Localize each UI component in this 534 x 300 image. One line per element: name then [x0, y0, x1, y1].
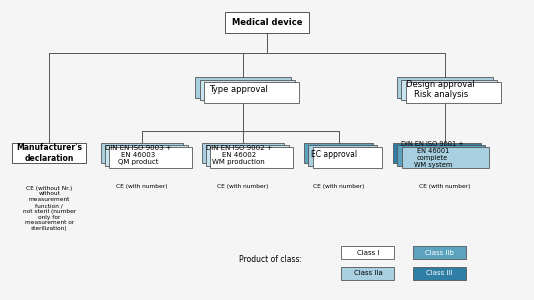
Text: Manufacturer's
declaration: Manufacturer's declaration [16, 143, 82, 163]
FancyBboxPatch shape [309, 145, 378, 166]
FancyBboxPatch shape [101, 142, 183, 164]
Text: Design approval
Risk analysis: Design approval Risk analysis [406, 80, 475, 99]
Text: CE (with number): CE (with number) [419, 184, 470, 189]
FancyBboxPatch shape [341, 246, 395, 259]
FancyBboxPatch shape [195, 77, 291, 98]
Text: CE (with number): CE (with number) [116, 184, 168, 189]
Text: EC approval: EC approval [311, 150, 358, 159]
Text: Class I: Class I [357, 250, 379, 256]
Text: Medical device: Medical device [232, 18, 302, 27]
FancyBboxPatch shape [202, 142, 284, 164]
Text: Class IIa: Class IIa [354, 270, 382, 276]
FancyBboxPatch shape [393, 142, 481, 164]
FancyBboxPatch shape [206, 145, 288, 166]
FancyBboxPatch shape [210, 147, 293, 168]
FancyBboxPatch shape [397, 77, 493, 98]
FancyBboxPatch shape [313, 147, 382, 168]
Text: Type approval: Type approval [209, 85, 268, 94]
FancyBboxPatch shape [406, 82, 501, 103]
FancyBboxPatch shape [413, 246, 466, 259]
Text: DIN EN ISO 9003 +
EN 46003
QM product: DIN EN ISO 9003 + EN 46003 QM product [105, 145, 171, 165]
FancyBboxPatch shape [397, 145, 485, 166]
Text: Product of class:: Product of class: [239, 256, 302, 265]
FancyBboxPatch shape [304, 142, 373, 164]
FancyBboxPatch shape [341, 267, 395, 280]
Text: CE (with number): CE (with number) [217, 184, 269, 189]
FancyBboxPatch shape [224, 12, 310, 33]
FancyBboxPatch shape [402, 80, 497, 100]
FancyBboxPatch shape [204, 82, 300, 103]
Text: Class IIb: Class IIb [425, 250, 454, 256]
Text: CE (with number): CE (with number) [313, 184, 365, 189]
Text: DIN EN ISO 9002 +
EN 46002
WM production: DIN EN ISO 9002 + EN 46002 WM production [206, 145, 272, 165]
Text: DIN EN ISO 9001 +
EN 46001
complete
WM system: DIN EN ISO 9001 + EN 46001 complete WM s… [402, 141, 464, 168]
FancyBboxPatch shape [105, 145, 187, 166]
Text: CE (without Nr.)
without
measurement
function /
not steril (number
only for
meas: CE (without Nr.) without measurement fun… [22, 186, 76, 231]
FancyBboxPatch shape [200, 80, 295, 100]
FancyBboxPatch shape [413, 267, 466, 280]
Text: Class III: Class III [426, 270, 453, 276]
FancyBboxPatch shape [12, 142, 87, 164]
FancyBboxPatch shape [109, 147, 192, 168]
FancyBboxPatch shape [402, 147, 489, 168]
